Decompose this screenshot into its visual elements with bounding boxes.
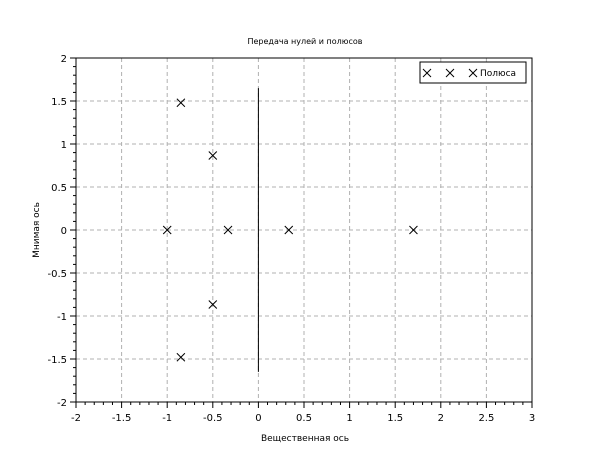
y-tick-label: -1.5: [47, 355, 67, 366]
pole-marker: [409, 225, 418, 235]
pole-marker: [223, 225, 233, 235]
y-tick-label: -2: [57, 398, 67, 409]
y-axis-label: Мнимая ось: [32, 202, 42, 258]
y-tick-label: 0: [61, 226, 67, 237]
y-tick-label: 1.5: [51, 97, 67, 108]
x-marker-stroke: [468, 68, 478, 78]
x-tick-label: 0: [255, 413, 261, 424]
y-tick-labels: -2 -1.5 -1 -0.5 0 0.5 1 1.5 2: [47, 54, 67, 409]
x-tick-label: -2: [71, 413, 81, 424]
legend-marker: [468, 68, 478, 78]
y-tick-label: -0.5: [47, 269, 67, 280]
x-tick-label: 2.5: [478, 413, 494, 424]
pole-marker: [176, 352, 186, 362]
x-tick-label: 1.5: [387, 413, 403, 424]
data-points: [162, 98, 418, 362]
pole-marker: [208, 151, 218, 160]
y-tick-label: 0.5: [51, 183, 67, 194]
x-axis-label: Вещественная ось: [261, 434, 349, 444]
pole-marker: [284, 225, 294, 235]
axis-ticks: [70, 57, 533, 408]
chart-title: Передача нулей и полюсов: [247, 37, 362, 46]
legend-markers: [422, 68, 478, 78]
legend-marker: [422, 68, 432, 78]
legend-entry-label: Полюса: [480, 69, 516, 79]
pole-marker: [208, 300, 218, 309]
legend: Полюса: [419, 61, 527, 84]
x-tick-labels: -2 -1.5 -1 -0.5 0 0.5 1 1.5 2 2.5 3: [71, 413, 535, 424]
x-tick-label: 1: [346, 413, 352, 424]
x-marker-stroke: [445, 68, 455, 78]
x-marker-stroke: [422, 68, 432, 78]
legend-marker: [445, 68, 455, 78]
x-marker-stroke: [223, 225, 233, 235]
x-tick-label: 2: [438, 413, 444, 424]
x-tick-label: -0.5: [203, 413, 223, 424]
x-tick-label: -1.5: [112, 413, 132, 424]
x-tick-label: 3: [529, 413, 535, 424]
x-marker-stroke: [162, 225, 172, 235]
y-tick-label: -1: [57, 312, 67, 323]
x-marker-stroke: [176, 352, 186, 362]
x-marker-stroke: [284, 225, 294, 235]
pole-marker: [162, 225, 172, 235]
x-tick-label: 0.5: [296, 413, 312, 424]
pole-marker: [176, 98, 186, 108]
x-marker-stroke: [176, 98, 186, 108]
x-marker-stroke: [208, 151, 218, 160]
y-tick-label: 2: [61, 54, 67, 65]
x-tick-label: -1: [162, 413, 172, 424]
x-marker-stroke: [409, 225, 418, 235]
x-marker-stroke: [208, 300, 218, 309]
y-tick-label: 1: [61, 140, 67, 151]
